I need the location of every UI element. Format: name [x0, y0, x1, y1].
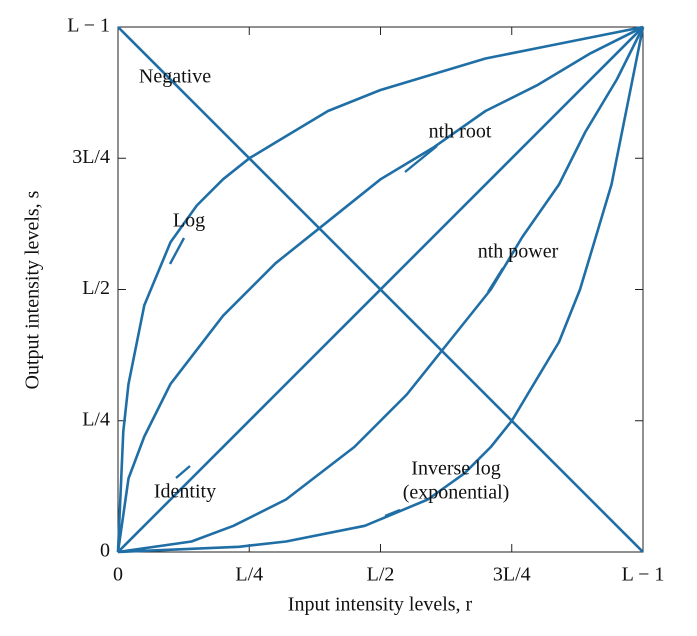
curve-label: Log — [173, 210, 205, 232]
x-tick-label: 3L/4 — [493, 564, 531, 586]
x-tick-label: L/4 — [235, 564, 263, 586]
leader-line — [168, 237, 186, 265]
x-axis-label: Input intensity levels, r — [288, 594, 473, 616]
y-tick-label: L/4 — [82, 408, 110, 430]
curve-label: (exponential) — [403, 482, 510, 504]
curve — [116, 25, 644, 553]
curve-label: Inverse log — [411, 458, 500, 480]
y-tick-label: L/2 — [82, 277, 110, 299]
leader-line — [404, 145, 438, 173]
y-tick-label: 0 — [100, 540, 110, 562]
y-tick-label: 3L/4 — [72, 146, 110, 168]
curve-label: Negative — [139, 66, 211, 88]
leader-line — [175, 465, 191, 479]
curve — [117, 26, 644, 553]
leader-line — [384, 508, 401, 518]
y-axis-label: Output intensity levels, s — [22, 190, 44, 389]
x-tick-label: L − 1 — [622, 564, 665, 586]
curve — [117, 26, 645, 554]
curve-label: nth power — [478, 241, 559, 263]
curve — [117, 26, 645, 554]
x-tick-label: L/2 — [367, 564, 395, 586]
y-tick-label: L − 1 — [67, 15, 110, 37]
leader-line — [486, 267, 505, 293]
x-tick-label: 0 — [113, 564, 123, 586]
curve-label: Identity — [154, 481, 216, 503]
curve — [116, 25, 644, 553]
curve-label: nth root — [429, 121, 492, 143]
